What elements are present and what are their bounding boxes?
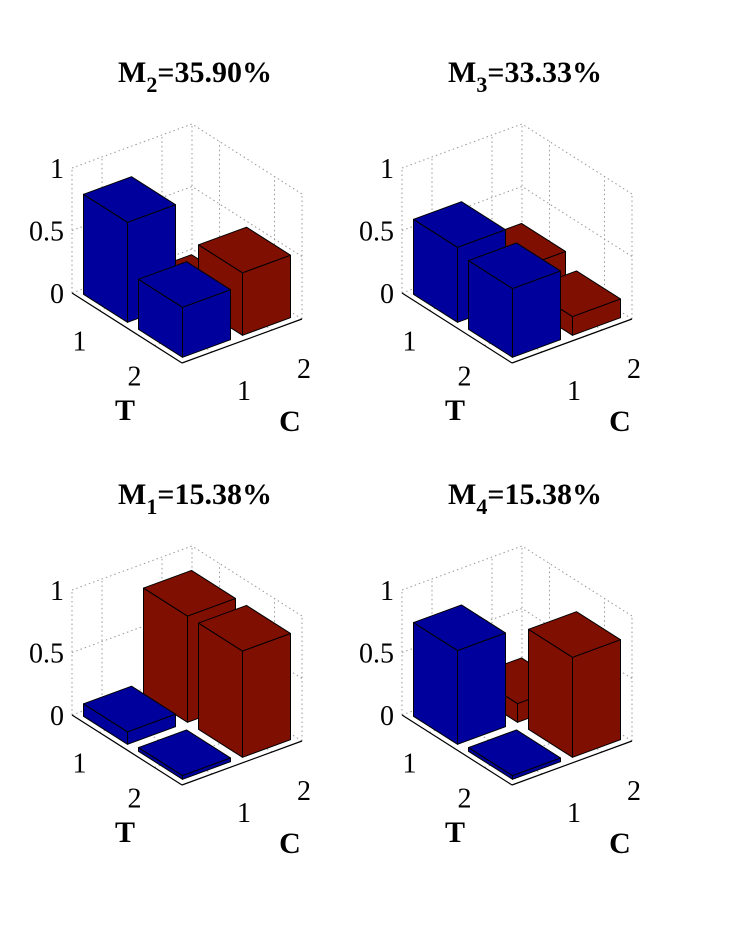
title-subscript: 3 — [476, 72, 487, 97]
y-tick-label: 1 — [567, 798, 581, 829]
bar-top — [468, 729, 561, 777]
x-axis — [71, 292, 183, 364]
bar — [413, 604, 506, 745]
title-symbol: M — [448, 478, 476, 511]
grid-line — [401, 123, 633, 195]
bar-top — [83, 685, 176, 733]
bar-front — [572, 639, 621, 758]
bar-front — [457, 632, 506, 745]
bar — [528, 611, 621, 758]
y-axis-label: C — [609, 405, 631, 438]
x-axis-label: T — [445, 816, 465, 849]
y-tick-label: 2 — [297, 354, 311, 385]
grid-line — [71, 123, 303, 195]
z-tick-label: 0.5 — [359, 639, 394, 670]
bar — [83, 685, 176, 745]
x-tick-label: 1 — [403, 327, 417, 358]
bar — [138, 729, 231, 780]
z-tick-label: 0 — [380, 701, 394, 732]
title-subscript: 2 — [146, 72, 157, 97]
bar-top — [198, 226, 291, 274]
bar-top — [198, 604, 291, 652]
z-tick-label: 1 — [50, 154, 64, 185]
y-axis-label: C — [609, 827, 631, 860]
bar-front — [242, 632, 291, 758]
x-tick-label: 2 — [458, 362, 472, 393]
title-symbol: M — [118, 478, 146, 511]
x-tick-label: 1 — [73, 749, 87, 780]
bar-top — [528, 611, 621, 658]
y-axis — [181, 318, 303, 364]
y-axis-label: C — [279, 827, 301, 860]
bar — [198, 604, 291, 758]
x-axis-label: T — [115, 816, 135, 849]
y-tick-label: 2 — [627, 354, 641, 385]
bar-top — [413, 604, 506, 652]
z-tick-label: 0.5 — [29, 639, 64, 670]
z-tick-label: 1 — [50, 576, 64, 607]
z-tick-label: 0 — [50, 701, 64, 732]
y-axis — [511, 318, 633, 364]
bar — [198, 226, 291, 336]
z-tick-label: 0 — [380, 279, 394, 310]
y-tick-label: 1 — [237, 376, 251, 407]
y-axis — [181, 740, 303, 786]
title-value: =15.38% — [487, 478, 602, 511]
y-tick-label: 2 — [297, 776, 311, 807]
chart-title: M2=35.90% — [118, 56, 272, 97]
bar — [468, 729, 561, 780]
bar-top — [468, 242, 561, 290]
x-tick-label: 1 — [403, 749, 417, 780]
title-symbol: M — [448, 56, 476, 89]
z-tick-label: 1 — [380, 154, 394, 185]
z-tick-label: 1 — [380, 576, 394, 607]
bar-top — [138, 261, 231, 308]
title-value: =35.90% — [157, 56, 272, 89]
bar — [468, 242, 561, 358]
bar-top — [413, 201, 506, 248]
grid-line — [401, 545, 633, 617]
x-axis — [71, 714, 183, 786]
y-tick-label: 2 — [627, 776, 641, 807]
title-symbol: M — [118, 56, 146, 89]
y-tick-label: 1 — [567, 376, 581, 407]
chart-title: M1=15.38% — [118, 478, 272, 519]
z-tick-label: 0.5 — [359, 217, 394, 248]
title-subscript: 4 — [476, 494, 487, 519]
x-axis — [401, 292, 513, 364]
x-tick-label: 2 — [458, 784, 472, 815]
bar — [138, 261, 231, 358]
z-tick-label: 0.5 — [29, 217, 64, 248]
bar-top — [83, 176, 176, 223]
x-tick-label: 1 — [73, 327, 87, 358]
bar-top — [143, 569, 236, 617]
y-axis-label: C — [279, 405, 301, 438]
bar-top — [138, 729, 231, 777]
x-axis-label: T — [445, 394, 465, 427]
chart-title: M3=33.33% — [448, 56, 602, 97]
chart-title: M4=15.38% — [448, 478, 602, 519]
title-subscript: 1 — [146, 494, 157, 519]
x-axis — [401, 714, 513, 786]
x-tick-label: 2 — [128, 784, 142, 815]
y-axis — [511, 740, 633, 786]
x-axis-label: T — [115, 394, 135, 427]
x-tick-label: 2 — [128, 362, 142, 393]
title-value: =33.33% — [487, 56, 602, 89]
y-tick-label: 1 — [237, 798, 251, 829]
title-value: =15.38% — [157, 478, 272, 511]
z-tick-label: 0 — [50, 279, 64, 310]
